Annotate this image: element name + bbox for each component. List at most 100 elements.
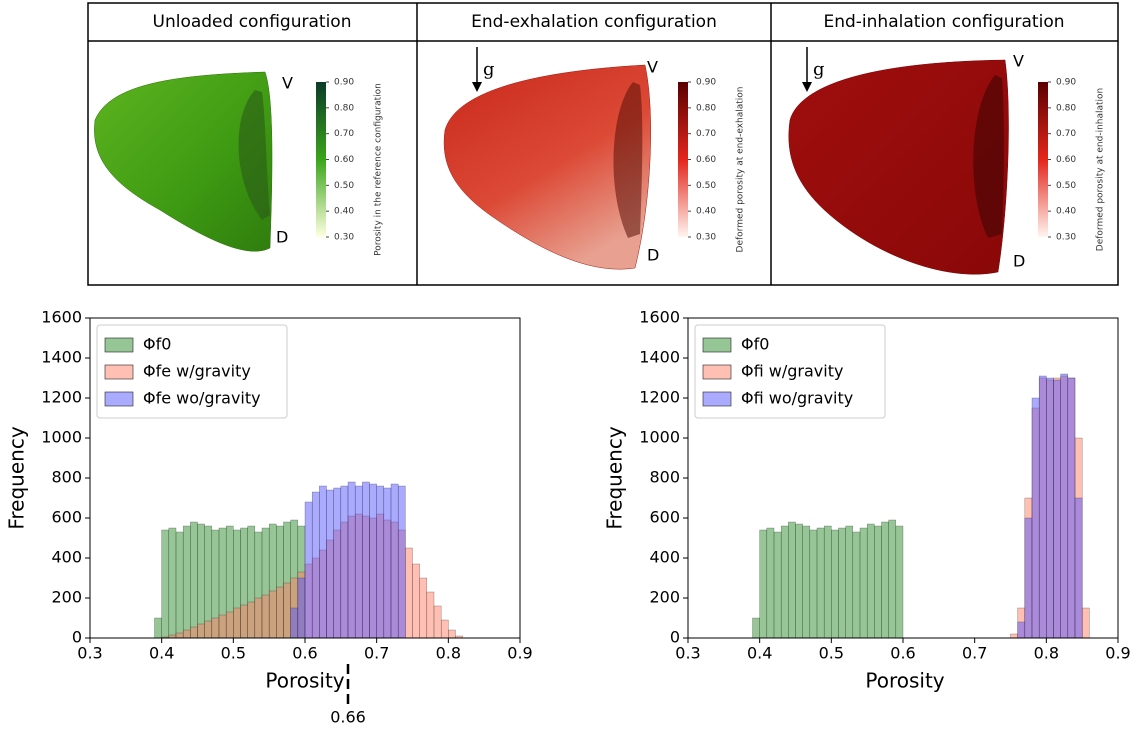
x-axis-label: Porosity (865, 669, 944, 693)
histogram-bar (433, 605, 442, 639)
histogram-bar (175, 531, 184, 639)
x-tick-label: 0.3 (675, 644, 700, 663)
y-tick-label: 200 (649, 588, 680, 607)
histogram-bar (802, 525, 811, 639)
y-tick-label: 1200 (639, 388, 680, 407)
histogram-bar (376, 485, 385, 639)
legend-box (694, 324, 886, 419)
histogram-bar (752, 617, 760, 639)
histogram-bar (218, 614, 227, 639)
histogram-bar (197, 623, 205, 639)
histogram-bar (895, 525, 904, 639)
y-tick-label: 1000 (639, 428, 680, 447)
legend-label: Φfi w/gravity (741, 362, 843, 381)
legend-label: Φf0 (741, 335, 769, 354)
orientation-label: D (1013, 252, 1025, 271)
legend-label: Φfe w/gravity (143, 362, 251, 381)
y-axis-label: Frequency (5, 426, 29, 529)
y-tick-label: 400 (649, 548, 680, 567)
histogram-bar (182, 525, 191, 639)
histogram-bar (1010, 633, 1018, 639)
colorbar (316, 82, 326, 237)
legend-swatch (702, 337, 732, 353)
x-tick-label: 0.5 (819, 644, 844, 663)
colorbar-label: Deformed porosity at end-exhalation (736, 87, 746, 253)
histogram-bar (190, 521, 198, 639)
orientation-label: V (282, 74, 293, 93)
panel-title: End-inhalation configuration (823, 12, 1064, 32)
colorbar (1038, 82, 1048, 237)
histogram-bar (809, 529, 818, 639)
histogram-bar (268, 590, 277, 639)
histogram-bar (233, 607, 241, 639)
legend-swatch (104, 391, 134, 407)
histogram-bar (816, 527, 825, 639)
histogram-bar (175, 632, 184, 639)
histogram-bar (154, 617, 162, 639)
histogram-bar (347, 481, 356, 639)
histogram-bar (852, 531, 861, 639)
y-tick-label: 1400 (639, 348, 680, 367)
y-tick-label: 1600 (41, 308, 82, 327)
legend-label: Φf0 (143, 335, 171, 354)
y-tick-label: 1000 (41, 428, 82, 447)
histogram-bar (383, 487, 392, 639)
y-tick-label: 0 (670, 628, 680, 647)
panel-title: End-exhalation configuration (471, 12, 717, 32)
y-tick-label: 800 (649, 468, 680, 487)
histogram-bar (831, 529, 839, 639)
histogram-bar (766, 527, 775, 639)
histogram-bar (276, 586, 284, 639)
legend-swatch (104, 364, 134, 380)
histogram-bar (412, 563, 420, 639)
histogram-bar (304, 501, 313, 639)
colorbar-tick-label: 0.90 (1056, 78, 1076, 88)
histogram-bar (845, 525, 854, 639)
histogram-bar (405, 547, 413, 639)
y-axis-label: Frequency (603, 426, 627, 529)
histogram-bar (859, 527, 868, 639)
colorbar-tick-label: 0.70 (334, 129, 354, 139)
y-tick-label: 0 (72, 628, 82, 647)
histogram-bar (1074, 497, 1083, 639)
histogram-bar (340, 485, 349, 639)
histogram-bar (390, 483, 399, 639)
x-tick-label: 0.3 (77, 644, 102, 663)
legend-box (96, 324, 288, 419)
histogram-bar (759, 529, 768, 639)
histogram-bar (333, 487, 342, 639)
legend-label: Φfe wo/gravity (143, 389, 261, 408)
x-tick-label: 0.7 (962, 644, 987, 663)
lung-shadow (238, 90, 270, 220)
legend-swatch (702, 364, 732, 380)
x-tick-label: 0.6 (890, 644, 915, 663)
colorbar-tick-label: 0.40 (1056, 207, 1076, 217)
histogram-bar (419, 577, 428, 639)
colorbar-tick-label: 0.30 (1056, 233, 1076, 243)
orientation-label: V (647, 58, 658, 77)
histogram-bar (362, 481, 370, 639)
y-tick-label: 400 (51, 548, 82, 567)
lung-shadow (973, 75, 1004, 238)
colorbar-tick-label: 0.40 (334, 207, 354, 217)
orientation-label: D (276, 228, 288, 247)
x-tick-label: 0.7 (364, 644, 389, 663)
histogram-bar (247, 601, 256, 639)
histogram-bar (888, 519, 897, 639)
histogram-bar (780, 525, 789, 639)
histogram-bar (838, 527, 846, 639)
colorbar-tick-label: 0.80 (334, 103, 354, 113)
histogram-bar (211, 617, 220, 639)
colorbar-tick-label: 0.50 (334, 181, 354, 191)
colorbar-tick-label: 0.60 (334, 155, 354, 165)
y-tick-label: 800 (51, 468, 82, 487)
histogram-bar (1060, 373, 1069, 639)
histogram-bar (1067, 377, 1076, 639)
colorbar-tick-label: 0.80 (1056, 103, 1076, 113)
legend-swatch (104, 337, 134, 353)
colorbar-tick-label: 0.50 (696, 181, 716, 191)
panel-frame (87, 2, 1119, 286)
lung-shape (94, 71, 273, 252)
colorbar-tick-label: 0.60 (696, 155, 716, 165)
histogram-bar (326, 489, 334, 639)
